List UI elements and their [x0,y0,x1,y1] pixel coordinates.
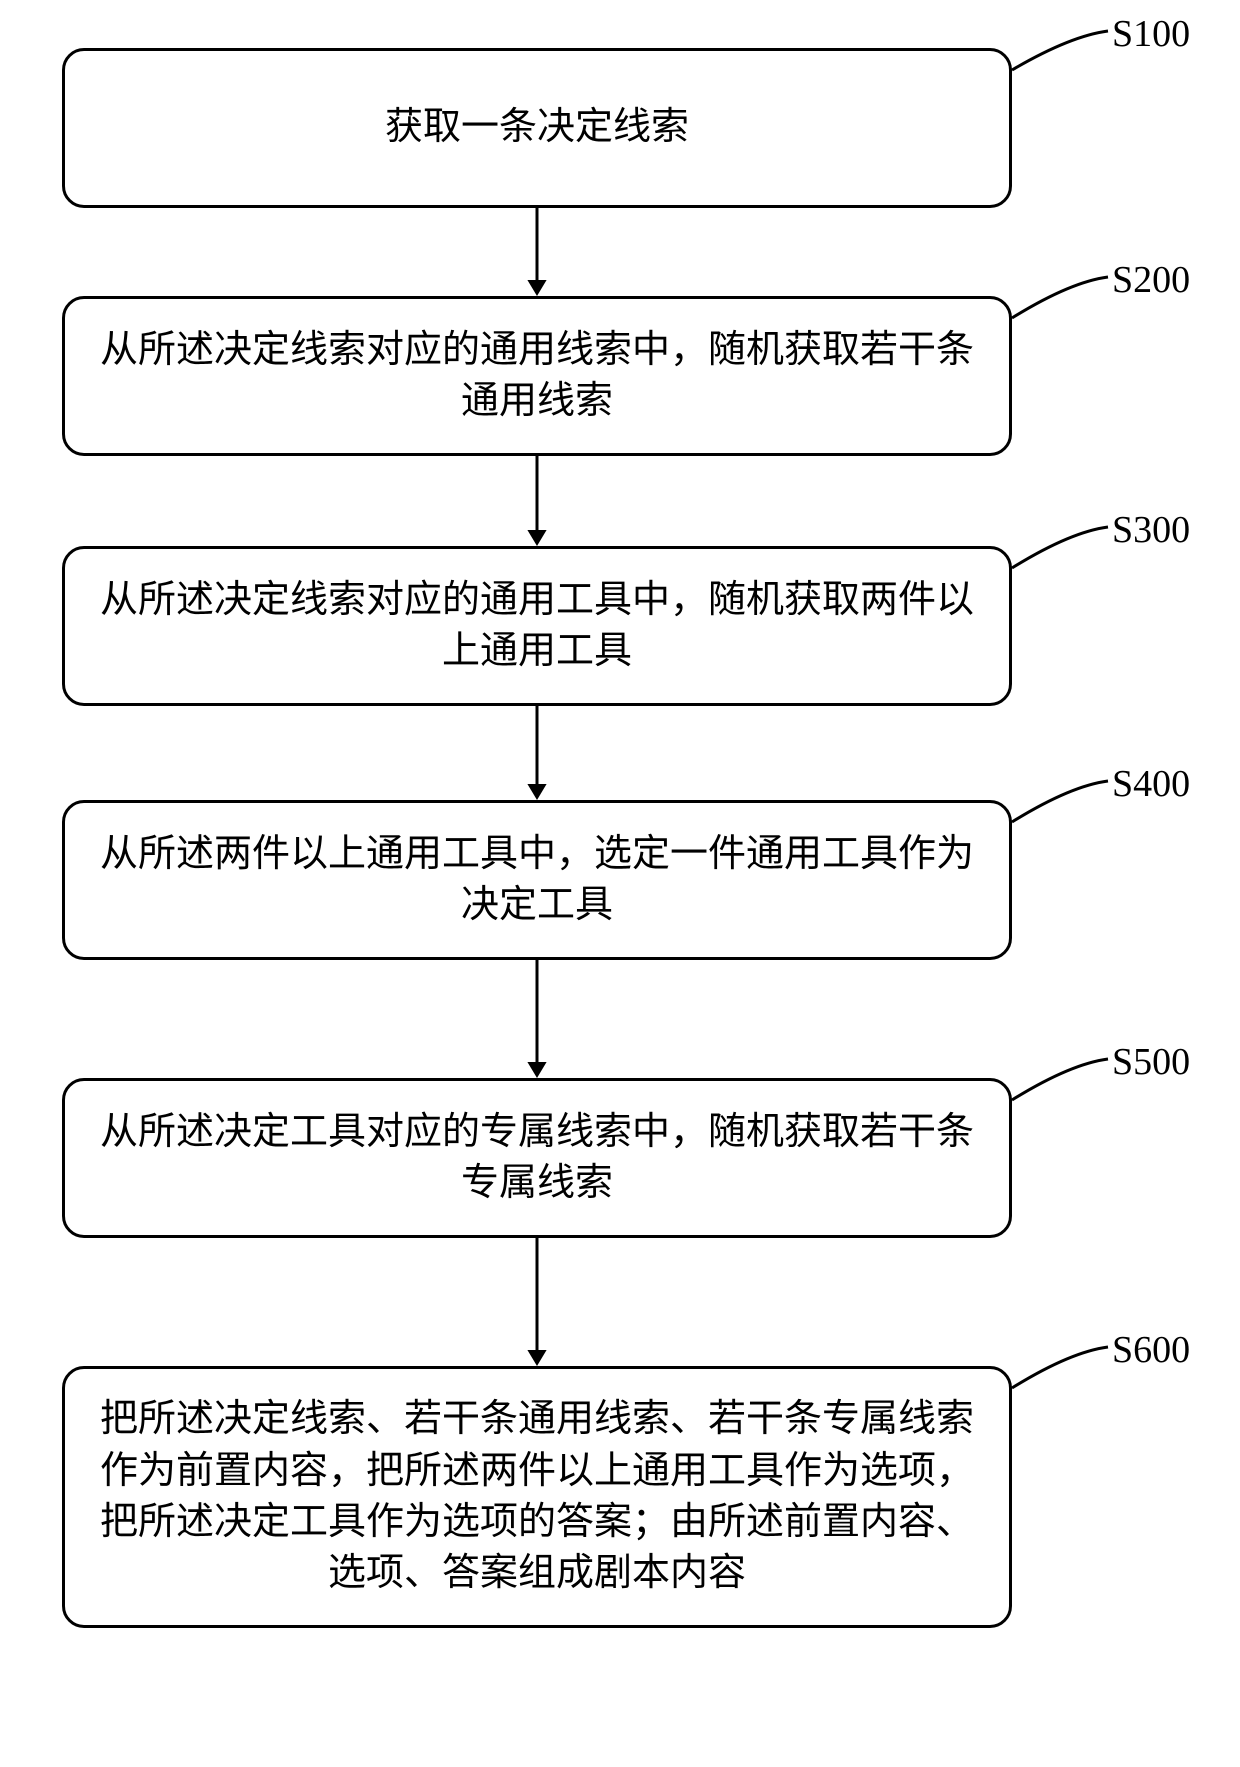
step-label-s100: S100 [1112,12,1190,56]
arrow-s200-to-s300 [517,456,557,546]
step-label-s500: S500 [1112,1040,1190,1084]
step-label-s600: S600 [1112,1328,1190,1372]
flow-node-text: 从所述决定线索对应的通用工具中，随机获取两件以上通用工具 [95,575,979,678]
flow-node-text: 把所述决定线索、若干条通用线索、若干条专属线索作为前置内容，把所述两件以上通用工… [95,1394,979,1599]
flow-node-s500: 从所述决定工具对应的专属线索中，随机获取若干条专属线索 [62,1078,1012,1238]
flow-node-s600: 把所述决定线索、若干条通用线索、若干条专属线索作为前置内容，把所述两件以上通用工… [62,1366,1012,1628]
step-label-s400: S400 [1112,762,1190,806]
flow-node-s100: 获取一条决定线索 [62,48,1012,208]
arrow-s400-to-s500 [517,960,557,1078]
flow-node-text: 获取一条决定线索 [385,102,689,153]
arrow-s300-to-s400 [517,706,557,800]
step-label-s300: S300 [1112,508,1190,552]
flow-node-text: 从所述两件以上通用工具中，选定一件通用工具作为决定工具 [95,829,979,932]
flow-node-s400: 从所述两件以上通用工具中，选定一件通用工具作为决定工具 [62,800,1012,960]
flow-node-text: 从所述决定工具对应的专属线索中，随机获取若干条专属线索 [95,1107,979,1210]
flow-node-s200: 从所述决定线索对应的通用线索中，随机获取若干条通用线索 [62,296,1012,456]
flow-node-s300: 从所述决定线索对应的通用工具中，随机获取两件以上通用工具 [62,546,1012,706]
flow-node-text: 从所述决定线索对应的通用线索中，随机获取若干条通用线索 [95,325,979,428]
arrow-s100-to-s200 [517,208,557,296]
flowchart-canvas: 获取一条决定线索从所述决定线索对应的通用线索中，随机获取若干条通用线索从所述决定… [0,0,1240,1767]
step-label-s200: S200 [1112,258,1190,302]
arrow-s500-to-s600 [517,1238,557,1366]
